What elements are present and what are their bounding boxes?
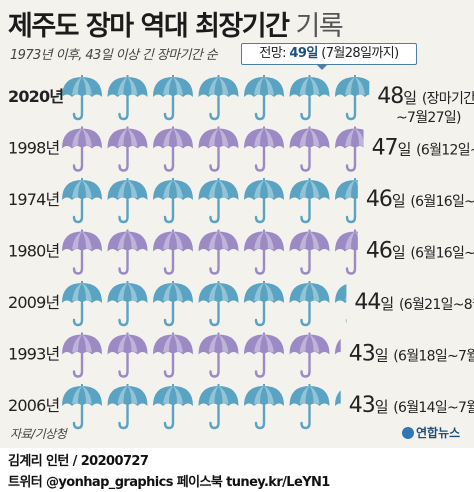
umbrella-icon	[107, 126, 148, 172]
umbrella-icon	[244, 332, 284, 378]
umbrella-row	[62, 281, 347, 327]
umbrella-icon	[153, 384, 193, 430]
row-year-label: 1993년	[8, 345, 60, 364]
umbrella-icon	[289, 75, 330, 121]
umbrella-icon	[198, 384, 239, 430]
logo-text: 연합뉴스	[416, 426, 461, 440]
row-value-label: 46일 (6월16일~7월31일)	[366, 239, 474, 264]
umbrella-icon	[62, 229, 102, 275]
umbrella-row	[62, 75, 370, 121]
umbrella-row	[62, 126, 364, 172]
umbrella-icon	[62, 281, 102, 327]
umbrella-icon	[198, 229, 239, 275]
row-year-label: 2009년	[8, 293, 60, 312]
row-year-label: 1980년	[8, 242, 60, 261]
umbrella-icon	[62, 126, 102, 172]
title-suffix: 기록	[295, 11, 344, 42]
row-period-line2: ~7월27일)	[396, 110, 461, 126]
umbrella-icon	[62, 178, 102, 224]
umbrella-icon	[62, 332, 102, 378]
umbrella-icon	[153, 229, 193, 275]
forecast-days: 49일	[289, 46, 318, 61]
forecast-pointer-icon	[316, 64, 328, 70]
umbrella-row	[62, 178, 358, 224]
row-value-label: 48일 (장마기간:6월10일	[377, 84, 474, 109]
umbrella-icon	[244, 229, 284, 275]
umbrella-icon	[289, 281, 330, 327]
row-year-label: 1974년	[8, 190, 60, 209]
umbrella-icon	[198, 75, 239, 121]
publisher-logo: 연합뉴스	[402, 424, 460, 441]
subtitle: 1973년 이후, 43일 이상 긴 장마기간 순	[10, 48, 218, 63]
umbrella-icon	[198, 332, 239, 378]
umbrella-icon	[335, 338, 341, 355]
umbrella-icon	[153, 75, 193, 121]
umbrella-row	[62, 384, 341, 430]
credit-author: 김계리 인턴 / 20200727	[8, 454, 149, 469]
umbrella-icon	[198, 178, 239, 224]
umbrella-icon	[335, 390, 341, 406]
source-note: 자료/기상청	[10, 427, 67, 441]
credits-bar: 김계리 인턴 / 20200727 트위터 @yonhap_graphics 페…	[0, 448, 474, 492]
umbrella-icon	[107, 281, 148, 327]
umbrella-icon	[107, 229, 148, 275]
row-year-label: 2006년	[8, 396, 60, 415]
row-year-label: 2020년	[8, 87, 63, 106]
row-year-label: 1998년	[8, 139, 60, 158]
umbrella-row	[62, 229, 358, 275]
umbrella-icon	[244, 281, 284, 327]
umbrella-icon	[289, 178, 330, 224]
umbrella-icon	[289, 126, 330, 172]
row-value-label: 44일 (6월21일~8월3일)	[354, 290, 474, 315]
umbrella-icon	[153, 126, 193, 172]
umbrella-icon	[289, 332, 330, 378]
umbrella-icon	[335, 126, 364, 172]
umbrella-icon	[244, 75, 284, 121]
umbrella-icon	[107, 75, 148, 121]
umbrella-icon	[107, 384, 148, 430]
umbrella-icon	[62, 75, 102, 121]
umbrella-icon	[198, 126, 239, 172]
umbrella-icon	[62, 384, 102, 430]
umbrella-icon	[153, 178, 193, 224]
forecast-box: 전망: 49일 (7월28일까지)	[241, 43, 417, 65]
umbrella-icon	[153, 281, 193, 327]
umbrella-icon	[107, 178, 148, 224]
forecast-prefix: 전망:	[259, 46, 290, 61]
logo-icon	[402, 427, 414, 439]
umbrella-icon	[335, 229, 358, 275]
row-value-label: 46일 (6월16일~7월31일)	[366, 187, 474, 212]
umbrella-icon	[289, 229, 330, 275]
umbrella-icon	[107, 332, 148, 378]
umbrella-icon	[244, 384, 284, 430]
umbrella-icon	[153, 332, 193, 378]
umbrella-icon	[335, 284, 347, 324]
forecast-suffix: (7월28일까지)	[317, 46, 399, 61]
row-value-label: 43일 (6월14일~7월26일)	[349, 393, 474, 418]
title-main: 제주도 장마 역대 최장기간	[8, 11, 290, 42]
row-value-label: 47일 (6월12일~7월28일)	[372, 136, 474, 161]
umbrella-icon	[244, 126, 284, 172]
row-value-label: 43일 (6월18일~7월30일)	[349, 342, 474, 367]
umbrella-icon	[244, 178, 284, 224]
umbrella-icon	[335, 75, 370, 121]
umbrella-icon	[335, 178, 358, 224]
page-title: 제주도 장마 역대 최장기간 기록	[8, 4, 344, 43]
umbrella-icon	[198, 281, 239, 327]
umbrella-icon	[289, 384, 330, 430]
umbrella-row	[62, 332, 341, 378]
credit-social: 트위터 @yonhap_graphics 페이스북 tuney.kr/LeYN1	[8, 475, 330, 490]
